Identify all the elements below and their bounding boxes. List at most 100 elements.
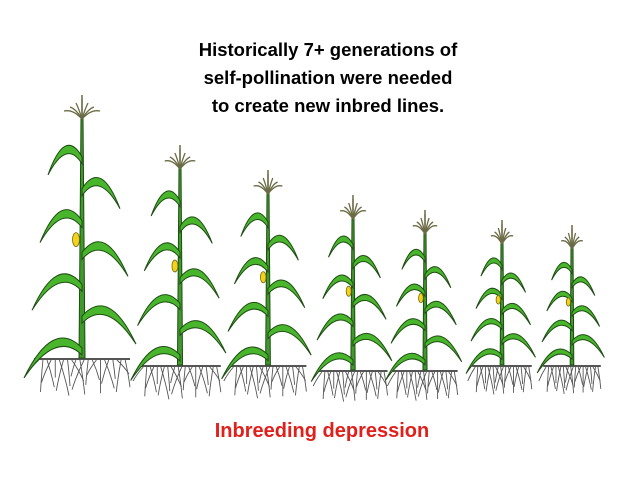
root bbox=[479, 366, 486, 390]
title-line: Historically 7+ generations of bbox=[199, 39, 458, 60]
root bbox=[515, 366, 523, 391]
tassel bbox=[424, 225, 438, 235]
root bbox=[334, 371, 341, 399]
leaf bbox=[571, 276, 596, 296]
root bbox=[583, 366, 589, 387]
leaf bbox=[47, 145, 83, 176]
root bbox=[368, 371, 377, 397]
leaf bbox=[179, 268, 220, 299]
root bbox=[507, 366, 514, 385]
root bbox=[342, 371, 345, 395]
root bbox=[585, 366, 592, 390]
root bbox=[322, 371, 326, 399]
leaf bbox=[571, 334, 605, 358]
root bbox=[112, 359, 116, 379]
root bbox=[453, 371, 459, 396]
leaf bbox=[536, 348, 573, 374]
root bbox=[417, 371, 427, 397]
soil-line bbox=[318, 370, 388, 372]
leaf bbox=[328, 235, 354, 258]
root bbox=[550, 366, 556, 389]
ear bbox=[260, 271, 267, 284]
leaf bbox=[137, 294, 181, 326]
root bbox=[356, 371, 364, 388]
root bbox=[275, 366, 283, 386]
root bbox=[205, 366, 209, 386]
root bbox=[485, 366, 491, 392]
title-line: to create new inbred lines. bbox=[212, 95, 444, 116]
root bbox=[487, 366, 495, 395]
root bbox=[557, 366, 565, 395]
root bbox=[183, 366, 193, 383]
root bbox=[292, 366, 296, 385]
corn-plant bbox=[385, 210, 463, 401]
corn-plant bbox=[310, 195, 393, 402]
plants bbox=[23, 95, 605, 402]
leaf bbox=[424, 300, 457, 326]
corn-plant bbox=[536, 225, 605, 395]
leaf bbox=[571, 305, 601, 327]
root bbox=[188, 366, 196, 387]
root bbox=[396, 371, 399, 399]
root bbox=[198, 366, 208, 394]
root bbox=[374, 371, 378, 390]
root bbox=[547, 366, 554, 387]
leaf bbox=[475, 287, 503, 309]
root bbox=[427, 371, 430, 394]
leaf bbox=[221, 346, 269, 380]
leaf bbox=[352, 332, 393, 362]
root bbox=[41, 359, 52, 383]
root bbox=[414, 371, 418, 395]
root bbox=[271, 366, 280, 383]
root bbox=[383, 371, 389, 396]
root bbox=[528, 366, 533, 390]
root bbox=[323, 371, 332, 393]
ear bbox=[345, 285, 352, 297]
leaf bbox=[179, 216, 213, 244]
root bbox=[345, 371, 355, 398]
root bbox=[520, 366, 524, 385]
root bbox=[476, 366, 484, 387]
root bbox=[170, 366, 176, 384]
root bbox=[344, 371, 349, 388]
root bbox=[592, 366, 596, 392]
leaf bbox=[310, 352, 354, 382]
root bbox=[71, 359, 85, 390]
root bbox=[366, 371, 373, 393]
ear bbox=[495, 295, 501, 305]
root bbox=[283, 366, 290, 389]
root bbox=[70, 359, 77, 377]
soil-line bbox=[34, 358, 130, 360]
root bbox=[85, 359, 89, 385]
root bbox=[101, 359, 110, 384]
leaf bbox=[227, 301, 269, 332]
root bbox=[55, 359, 64, 391]
root bbox=[359, 371, 367, 391]
root bbox=[167, 366, 171, 392]
root bbox=[387, 371, 396, 387]
leaf bbox=[267, 279, 306, 309]
ear bbox=[72, 232, 80, 248]
leaf bbox=[39, 209, 83, 243]
root bbox=[124, 359, 131, 388]
root bbox=[467, 366, 476, 382]
root bbox=[145, 366, 155, 389]
stalk bbox=[422, 231, 428, 371]
leaf bbox=[352, 293, 387, 320]
tassel bbox=[179, 160, 196, 170]
root bbox=[495, 366, 504, 391]
root bbox=[265, 366, 271, 398]
root bbox=[351, 371, 356, 401]
root bbox=[302, 366, 307, 392]
corn-plant bbox=[23, 95, 137, 396]
root bbox=[504, 366, 512, 382]
leaf bbox=[465, 348, 503, 374]
root bbox=[104, 359, 115, 389]
tassel bbox=[501, 235, 514, 245]
root bbox=[556, 366, 562, 392]
root bbox=[564, 366, 569, 383]
caption: Inbreeding depression bbox=[215, 420, 429, 442]
leaf bbox=[501, 272, 527, 293]
leaf bbox=[316, 313, 354, 341]
